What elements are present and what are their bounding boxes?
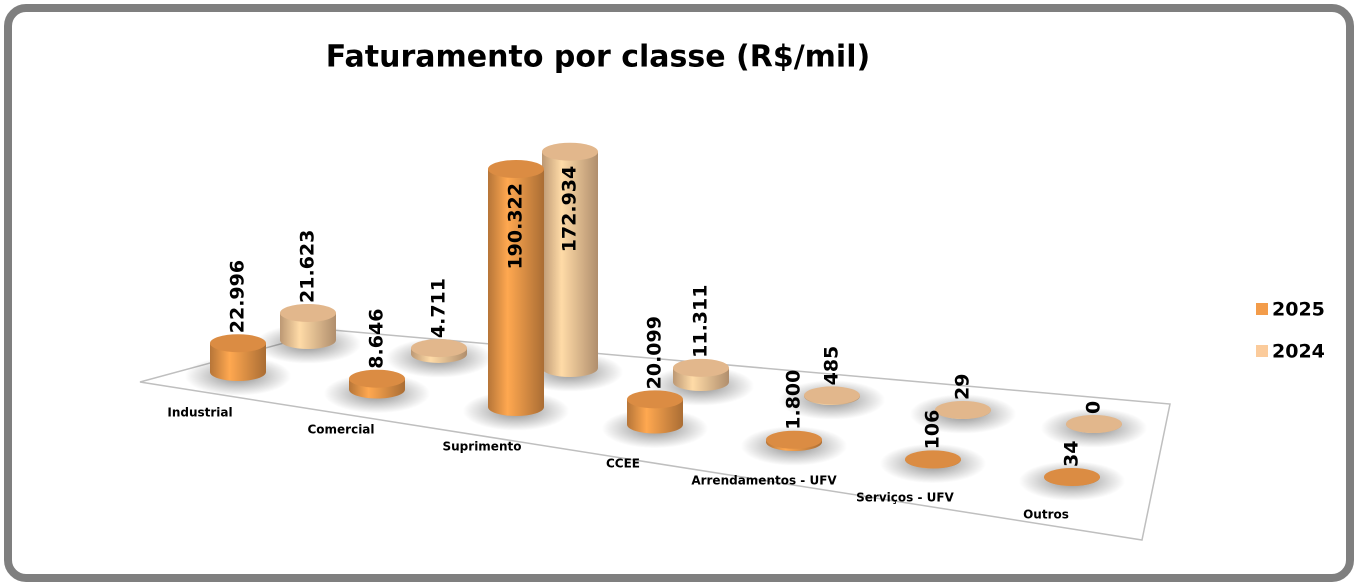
cylinder [740,426,848,466]
cylinder-body [542,151,598,377]
cylinder-top [411,339,467,358]
value-label: 20.099 [644,316,666,389]
cylinder [1040,408,1148,448]
value-label: 106 [922,410,944,450]
x-tick-label: Industrial [167,406,232,420]
value-label: 1.800 [783,370,805,430]
value-label: 22.996 [227,260,249,333]
cylinder [1018,461,1126,501]
cylinder [909,394,1017,434]
cylinder-body [627,399,683,434]
chart: Faturamento por classe (R$/mil) 21.623 22… [139,40,1325,541]
chart-frame: Faturamento por classe (R$/mil) 21.623 22… [4,4,1354,582]
cylinder [385,338,493,378]
cylinder-top [1044,467,1100,486]
cylinder [254,303,362,364]
value-label: 29 [952,374,974,400]
cylinder [601,390,709,449]
cylinder [323,369,431,414]
value-label: 21.623 [297,230,319,303]
cylinder-top [542,142,598,161]
cylinder-top [766,430,822,449]
cylinder-top [280,303,336,322]
x-tick-label: Serviços - UFV [856,491,954,505]
cylinder-top [673,358,729,377]
cylinder-top [488,160,544,178]
cylinder-top [1066,415,1122,433]
cylinder-top [804,386,860,405]
x-tick-label: CCEE [606,457,640,471]
cylinder-top [210,334,266,353]
x-tick-label: Suprimento [443,440,522,454]
value-label: 0 [1083,401,1105,414]
x-tick-label: Arrendamentos - UFV [691,474,837,488]
chart-title: Faturamento por classe (R$/mil) [326,40,870,75]
value-label: 34 [1061,441,1083,467]
value-label: 8.646 [366,309,388,369]
cylinder-top [627,390,683,409]
legend-swatch [1256,303,1268,315]
legend-label: 2025 [1272,299,1325,321]
cylinder [778,380,886,420]
cylinder [184,334,292,396]
x-tick-label: Outros [1023,508,1069,522]
cylinder-body [488,169,544,416]
cylinder-body [280,312,336,349]
cylinder-top [349,369,405,388]
cylinder-top [905,450,961,469]
value-label: 190.322 [505,183,527,270]
legend-label: 2024 [1272,341,1325,363]
value-label: 172.934 [559,166,581,253]
legend-swatch [1256,345,1268,357]
x-tick-label: Comercial [307,423,374,437]
value-label: 485 [821,346,843,386]
cylinder-body [210,343,266,381]
cylinder [879,443,987,484]
value-label: 4.711 [428,278,450,338]
value-label: 11.311 [690,285,712,358]
cylinder [462,160,570,431]
cylinder-top [935,400,991,419]
